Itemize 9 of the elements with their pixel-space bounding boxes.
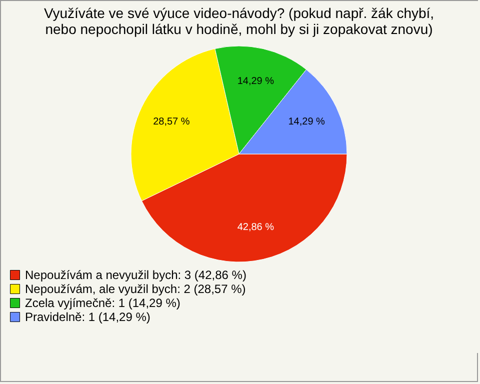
legend-label: Pravidelně: 1 (14,29 %) [25, 310, 150, 324]
data-label: 14,29 % [288, 116, 326, 128]
data-label: 28,57 % [153, 116, 190, 128]
data-label: 42,86 % [237, 222, 274, 234]
legend-label: Nepoužívám a nevyužil bych: 3 (42,86 %) [25, 268, 246, 282]
chart-title: Využíváte ve své výuce video-návody? (pokud např. žák chybí, nebo nepochopil látku v hodině, mohl by si ji zopakovat znovu) [44, 5, 434, 37]
legend-label: Zcela vyjímečně: 1 (14,29 %) [25, 296, 180, 310]
data-label: 14,29 % [237, 76, 274, 87]
legend-label: Nepoužívám, ale využil bych: 2 (28,57 %) [25, 282, 246, 296]
